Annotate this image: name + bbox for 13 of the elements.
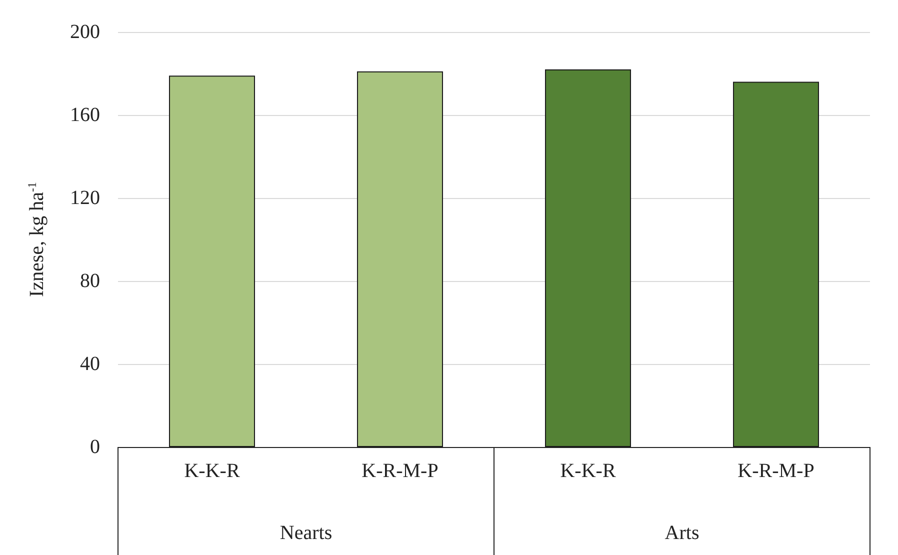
x-tick-label: K-R-M-P <box>738 460 814 482</box>
y-axis-title: Iznese, kg ha-1 <box>25 182 48 297</box>
x-tick-label: K-R-M-P <box>362 460 438 482</box>
y-tick-label: 80 <box>80 270 100 292</box>
y-tick-label: 160 <box>70 104 100 126</box>
y-tick-label: 0 <box>90 436 100 458</box>
x-tick-label: K-K-R <box>184 460 240 482</box>
y-tick-label: 40 <box>80 353 100 375</box>
x-tick-label: K-K-R <box>560 460 616 482</box>
text: Arts <box>664 522 700 544</box>
y-tick-label: 120 <box>70 187 100 209</box>
text: Nearts <box>280 522 332 544</box>
y-tick-label: 200 <box>70 21 100 43</box>
